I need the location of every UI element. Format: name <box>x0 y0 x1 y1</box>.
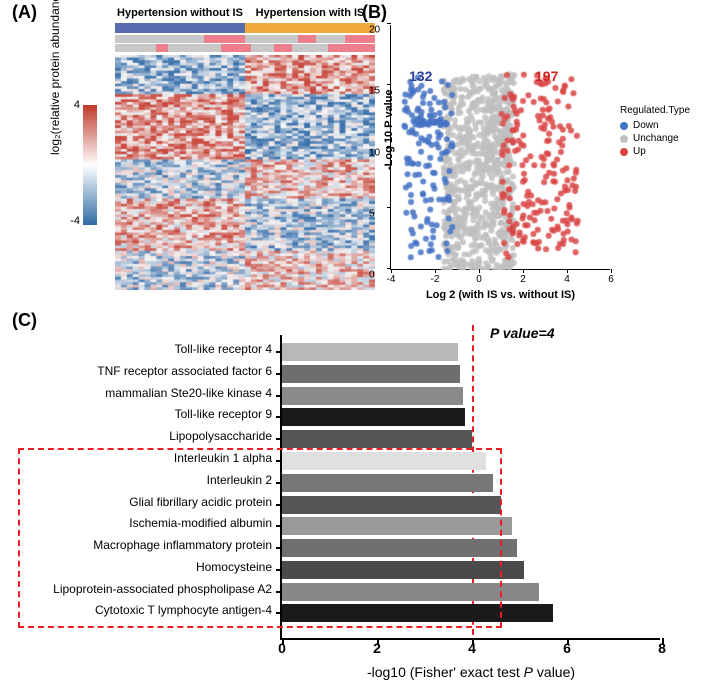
ytick: 5 <box>369 208 375 219</box>
xtick: 4 <box>564 274 570 285</box>
highlight-box <box>18 448 502 628</box>
xtick: -4 <box>387 274 396 285</box>
volcano-canvas <box>391 25 611 270</box>
annotation-row <box>115 44 375 52</box>
panel-b-volcano: -Log 10 P value Log 2 (with IS vs. witho… <box>360 5 705 295</box>
ytick: 10 <box>369 147 380 158</box>
xtick: -2 <box>431 274 440 285</box>
panel-a-heatmap: Hypertension without IS Hypertension wit… <box>30 5 350 295</box>
annotation-row <box>115 35 375 43</box>
legend-swatch <box>620 122 628 130</box>
header-color-bar <box>115 23 375 33</box>
bar <box>282 365 460 383</box>
xtick: 2 <box>520 274 526 285</box>
bar <box>282 408 465 426</box>
bar <box>282 343 458 361</box>
header-bar-left <box>115 23 245 33</box>
volcano-legend: Regulated.Type Down Unchange Up <box>620 105 690 159</box>
colorbar-max: 4 <box>74 99 80 111</box>
header-bar-right <box>245 23 375 33</box>
ytick: 20 <box>369 25 380 36</box>
bar-label: Toll-like receptor 9 <box>175 407 272 421</box>
down-count: 132 <box>409 68 432 84</box>
bar <box>282 387 463 405</box>
bar-label: Toll-like receptor 4 <box>175 342 272 356</box>
volcano-ylabel: -Log 10 P value <box>383 90 395 171</box>
legend-swatch <box>620 148 628 156</box>
legend-item: Down <box>620 120 690 131</box>
barchart-xlabel: -log10 (Fisher' exact test P value) <box>367 664 575 680</box>
volcano-xlabel: Log 2 (with IS vs. without IS) <box>426 289 575 301</box>
bar-label: mammalian Ste20-like kinase 4 <box>105 386 272 400</box>
header-with-is: Hypertension with IS <box>245 7 375 19</box>
header-without-is: Hypertension without IS <box>115 7 245 19</box>
legend-item: Unchange <box>620 133 690 144</box>
ytick: 15 <box>369 86 380 97</box>
colorbar: 4 -4 <box>35 95 110 235</box>
bar-label: Lipopolysaccharide <box>169 429 272 443</box>
legend-item: Up <box>620 146 690 157</box>
pvalue-text: P value=4 <box>490 325 554 341</box>
volcano-plot: -Log 10 P value Log 2 (with IS vs. witho… <box>390 25 610 270</box>
xtick: 6 <box>608 274 614 285</box>
xtick: 0 <box>476 274 482 285</box>
heatmap-canvas <box>115 55 375 290</box>
heatmap-headers: Hypertension without IS Hypertension wit… <box>115 7 375 19</box>
legend-label: Up <box>633 146 646 157</box>
bar-label: TNF receptor associated factor 6 <box>97 364 272 378</box>
legend-label: Down <box>633 120 659 131</box>
legend-swatch <box>620 135 628 143</box>
legend-label: Unchange <box>633 133 679 144</box>
up-count: 197 <box>535 68 558 84</box>
legend-title: Regulated.Type <box>620 105 690 116</box>
bar <box>282 430 472 448</box>
colorbar-gradient <box>83 105 97 225</box>
ytick: 0 <box>369 270 375 281</box>
annotation-rows <box>115 35 375 53</box>
panel-c-barchart: P value=4 -log10 (Fisher' exact test P v… <box>10 310 700 690</box>
colorbar-min: -4 <box>70 215 80 227</box>
